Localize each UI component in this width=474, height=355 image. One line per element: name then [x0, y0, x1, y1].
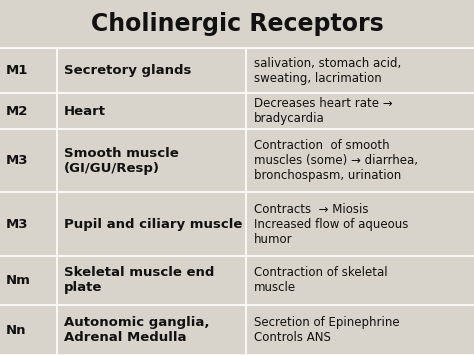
Text: Heart: Heart — [64, 105, 106, 118]
Text: M3: M3 — [6, 218, 28, 230]
Text: salivation, stomach acid,
sweating, lacrimation: salivation, stomach acid, sweating, lacr… — [254, 56, 401, 84]
Text: Secretion of Epinephrine
Controls ANS: Secretion of Epinephrine Controls ANS — [254, 316, 399, 344]
Text: M3: M3 — [6, 154, 28, 167]
Text: Smooth muscle
(GI/GU/Resp): Smooth muscle (GI/GU/Resp) — [64, 147, 179, 175]
Text: Contraction  of smooth
muscles (some) → diarrhea,
bronchospasm, urination: Contraction of smooth muscles (some) → d… — [254, 139, 418, 182]
Text: Cholinergic Receptors: Cholinergic Receptors — [91, 12, 383, 36]
Text: Nm: Nm — [6, 274, 31, 287]
Text: Contraction of skeletal
muscle: Contraction of skeletal muscle — [254, 267, 387, 295]
Text: Autonomic ganglia,
Adrenal Medulla: Autonomic ganglia, Adrenal Medulla — [64, 316, 210, 344]
Text: Nn: Nn — [6, 324, 27, 337]
Text: Contracts  → Miosis
Increased flow of aqueous
humor: Contracts → Miosis Increased flow of aqu… — [254, 203, 408, 246]
Text: M1: M1 — [6, 64, 28, 77]
Text: Pupil and ciliary muscle: Pupil and ciliary muscle — [64, 218, 242, 230]
Text: Decreases heart rate →
bradycardia: Decreases heart rate → bradycardia — [254, 97, 392, 125]
Text: Skeletal muscle end
plate: Skeletal muscle end plate — [64, 267, 214, 295]
Text: Secretory glands: Secretory glands — [64, 64, 191, 77]
Text: M2: M2 — [6, 105, 28, 118]
